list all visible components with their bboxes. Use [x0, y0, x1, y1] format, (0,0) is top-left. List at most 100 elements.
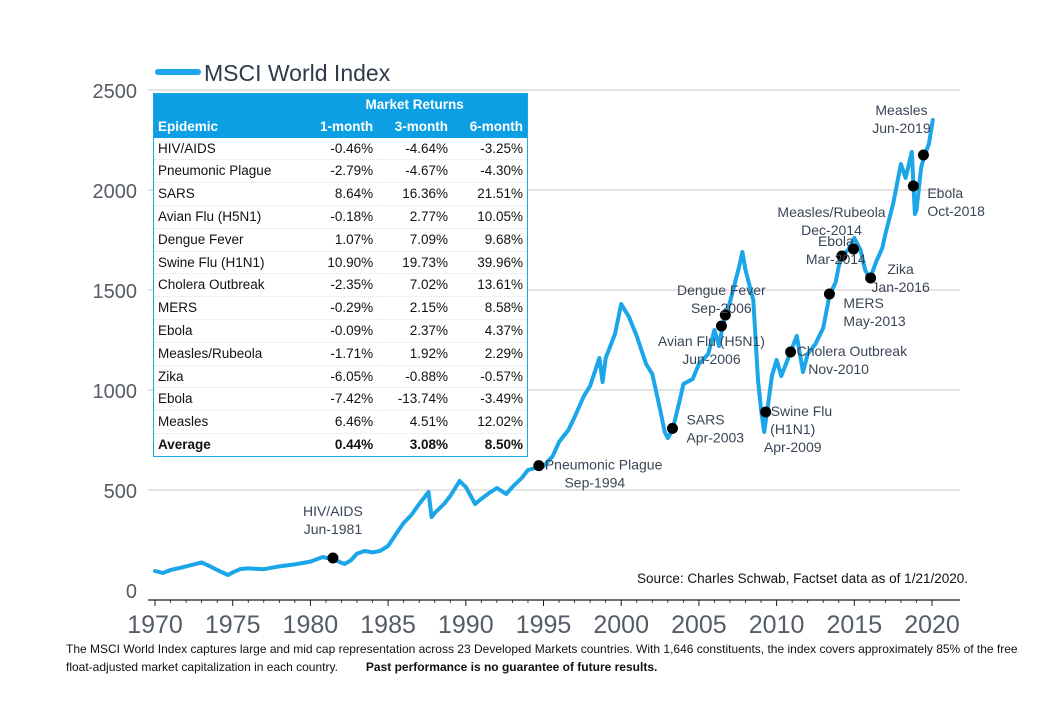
event-date: Mar-2014: [806, 251, 866, 267]
y-tick-label-2500: 2500: [93, 81, 138, 103]
return-cell: -0.29%: [302, 296, 378, 320]
x-tick-label-2015: 2015: [826, 611, 882, 639]
table-row: SARS 8.64% 16.36% 21.51%: [153, 182, 528, 206]
event-date: Oct-2018: [927, 203, 985, 219]
x-axis-ticks: 1970 1975 1980 1985 1990 1995 2000 2005 2010 2015…: [127, 600, 960, 639]
table-column-header-row: Epidemic 1-month 3-month 6-month: [153, 115, 528, 138]
event-date: Jun-2019: [872, 120, 931, 136]
event-marker-5: [760, 406, 772, 418]
return-cell: -4.30%: [452, 159, 528, 184]
return-cell: -4.64%: [377, 137, 453, 161]
source-note: Source: Charles Schwab, Factset data as …: [637, 571, 968, 586]
table-row: MERS -0.29% 2.15% 8.58%: [153, 296, 528, 320]
event-label: Measles: [875, 102, 927, 118]
event-date: Sep-1994: [564, 475, 625, 491]
event-marker-4: [719, 309, 731, 321]
return-cell: 7.02%: [377, 273, 453, 298]
return-cell: 2.77%: [377, 205, 453, 229]
return-cell: 4.51%: [377, 410, 453, 434]
return-cell: 9.68%: [452, 228, 528, 252]
return-cell: 2.15%: [377, 296, 453, 320]
x-tick-label-1980: 1980: [283, 611, 339, 639]
return-cell: 7.09%: [377, 228, 453, 252]
epidemic-name-cell: Ebola: [153, 387, 303, 412]
return-cell: -3.49%: [452, 387, 528, 412]
y-tick-label-2000: 2000: [93, 181, 138, 203]
epidemic-name-cell: Pneumonic Plague: [153, 159, 303, 184]
epidemic-name-cell: Measles: [153, 410, 303, 434]
x-tick-label-1985: 1985: [360, 611, 416, 639]
return-cell: 19.73%: [377, 251, 453, 275]
epidemic-name-cell: Swine Flu (H1N1): [153, 251, 303, 275]
table-row: Avian Flu (H5N1) -0.18% 2.77% 10.05%: [153, 205, 528, 229]
table-row: Pneumonic Plague -2.79% -4.67% -4.30%: [153, 159, 528, 184]
table-row: Measles 6.46% 4.51% 12.02%: [153, 410, 528, 434]
event-label: HIV/AIDS: [303, 503, 363, 519]
x-tick-label-1990: 1990: [438, 611, 494, 639]
event-label: MERS: [843, 295, 883, 311]
event-marker-9: [848, 243, 860, 255]
return-cell: 10.05%: [452, 205, 528, 229]
event-marker-8: [836, 250, 848, 262]
return-cell: -2.35%: [302, 273, 378, 298]
event-marker-0: [327, 552, 339, 564]
y-tick-label-0: 0: [126, 581, 137, 603]
table-row: Ebola -0.09% 2.37% 4.37%: [153, 319, 528, 343]
x-tick-label-1970: 1970: [127, 611, 183, 639]
return-cell: 8.58%: [452, 296, 528, 320]
return-cell: 2.29%: [452, 342, 528, 366]
event-date: Dec-2014: [801, 222, 862, 238]
return-cell: -3.25%: [452, 137, 528, 161]
event-label-line2: (H1N1): [770, 421, 815, 437]
table-group-header-row: Market Returns: [153, 93, 528, 116]
return-cell: -1.71%: [302, 342, 378, 366]
epidemic-name-cell: Ebola: [153, 319, 303, 343]
epidemic-name-cell: SARS: [153, 182, 303, 206]
event-date: Nov-2010: [808, 361, 869, 377]
y-tick-label-1000: 1000: [93, 381, 138, 403]
return-cell: 21.51%: [452, 182, 528, 206]
series-line-msci-world-index: [153, 118, 935, 577]
table-body: HIV/AIDS -0.46% -4.64% -3.25% Pneumonic Plag…: [153, 137, 528, 457]
return-cell: 8.64%: [302, 182, 378, 206]
table-row: Zika -6.05% -0.88% -0.57%: [153, 365, 528, 389]
epidemic-name-cell: Dengue Fever: [153, 228, 303, 252]
table-group-header: Market Returns: [365, 97, 464, 112]
average-return-cell: 8.50%: [484, 436, 523, 452]
event-label: Ebola: [927, 185, 963, 201]
table-row: HIV/AIDS -0.46% -4.64% -3.25%: [153, 137, 528, 161]
return-cell: -0.57%: [452, 365, 528, 389]
epidemic-name-cell: Avian Flu (H5N1): [153, 205, 303, 229]
event-label: Swine Flu: [771, 403, 832, 419]
event-marker-3: [715, 320, 727, 332]
event-label: Measles/Rubeola: [777, 204, 885, 220]
return-cell: -6.05%: [302, 365, 378, 389]
event-date: Apr-2009: [764, 439, 822, 455]
table-row: Dengue Fever 1.07% 7.09% 9.68%: [153, 228, 528, 252]
event-date: Sep-2006: [691, 300, 752, 316]
return-cell: 16.36%: [377, 182, 453, 206]
return-cell: -0.18%: [302, 205, 378, 229]
col-header-epidemic: Epidemic: [158, 118, 219, 134]
return-cell: -13.74%: [377, 387, 453, 412]
y-tick-label-500: 500: [104, 481, 137, 503]
return-cell: 10.90%: [302, 251, 378, 275]
event-date: Jun-1981: [304, 521, 363, 537]
footnote: The MSCI World Index captures large and …: [66, 640, 1026, 676]
return-cell: 13.61%: [452, 273, 528, 298]
return-cell: -4.67%: [377, 159, 453, 184]
table-row: Ebola -7.42% -13.74% -3.49%: [153, 387, 528, 412]
event-date: Jan-2016: [871, 279, 930, 295]
market-returns-table: Market Returns Epidemic 1-month 3-month …: [153, 93, 528, 457]
return-cell: -0.46%: [302, 137, 378, 161]
event-marker-2: [666, 422, 678, 434]
x-tick-label-1995: 1995: [516, 611, 572, 639]
legend-label-msci-world-index: MSCI World Index: [204, 60, 391, 86]
x-tick-label-2005: 2005: [671, 611, 727, 639]
return-cell: 2.37%: [377, 319, 453, 343]
table-row: Swine Flu (H1N1) 10.90% 19.73% 39.96%: [153, 251, 528, 275]
event-marker-11: [907, 180, 919, 192]
average-return-cell: 0.44%: [334, 436, 374, 452]
average-label-cell: Average: [158, 436, 211, 452]
return-cell: 39.96%: [452, 251, 528, 275]
